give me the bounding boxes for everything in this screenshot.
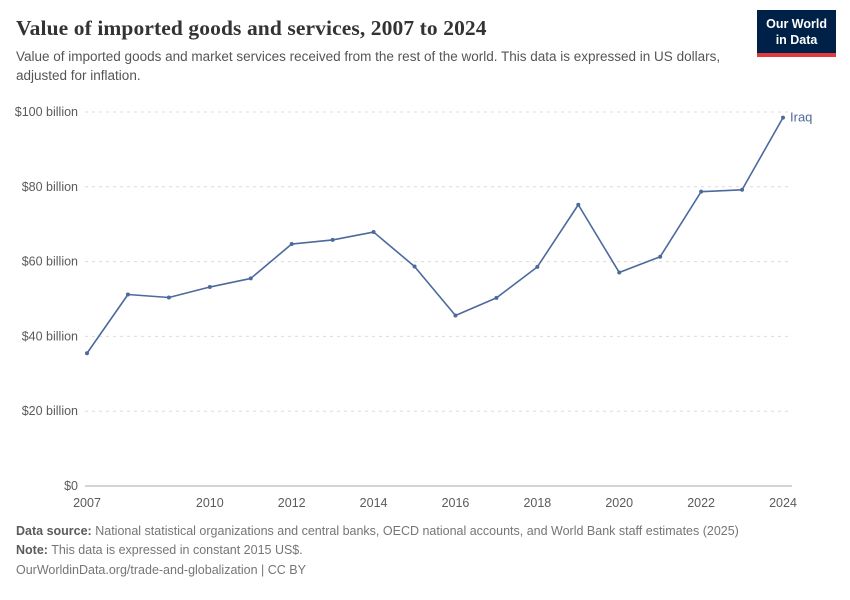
x-tick-label: 2007 <box>73 496 101 510</box>
x-tick-label: 2010 <box>196 496 224 510</box>
owid-logo-line1: Our World <box>766 17 827 31</box>
data-point[interactable] <box>535 264 540 269</box>
line-chart[interactable]: $0 $20 billion $40 billion $60 billion $80 b… <box>0 90 850 520</box>
owid-logo: Our World in Data <box>757 10 836 57</box>
y-tick-label: $100 billion <box>15 105 78 119</box>
x-tick-label: 2016 <box>442 496 470 510</box>
data-source-text: National statistical organizations and c… <box>95 523 739 538</box>
page-title: Value of imported goods and services, 20… <box>16 16 487 40</box>
footer: Data source: National statistical organi… <box>0 520 850 580</box>
x-tick-label: 2014 <box>360 496 388 510</box>
data-point[interactable] <box>330 237 335 242</box>
note-label: Note: <box>16 543 48 558</box>
x-tick-label: 2018 <box>523 496 551 510</box>
note-line: Note: This data is expressed in constant… <box>16 541 834 560</box>
x-tick-label: 2012 <box>278 496 306 510</box>
chart-area[interactable]: $0 $20 billion $40 billion $60 billion $80 b… <box>0 90 850 520</box>
series-label: Iraq <box>790 109 812 124</box>
y-tick-label: $40 billion <box>22 329 78 343</box>
data-source-line: Data source: National statistical organi… <box>16 522 834 541</box>
data-point[interactable] <box>412 264 417 269</box>
y-tick-label: $0 <box>64 479 78 493</box>
note-text: This data is expressed in constant 2015 … <box>51 543 303 558</box>
data-source-label: Data source: <box>16 523 92 538</box>
x-tick-label: 2020 <box>605 496 633 510</box>
citation-line: OurWorldinData.org/trade-and-globalizati… <box>16 562 306 577</box>
chart-header: Value of imported goods and services, 20… <box>0 0 850 86</box>
y-tick-label: $20 billion <box>22 404 78 418</box>
data-point[interactable] <box>453 313 458 318</box>
data-point[interactable] <box>248 276 253 281</box>
x-tick-label: 2022 <box>687 496 715 510</box>
data-point[interactable] <box>699 189 704 194</box>
data-point[interactable] <box>576 202 581 207</box>
iraq-line[interactable] <box>86 116 784 354</box>
chart-subtitle: Value of imported goods and market servi… <box>16 49 721 83</box>
data-point[interactable] <box>658 254 663 259</box>
data-point[interactable] <box>166 295 171 300</box>
data-point[interactable] <box>289 241 294 246</box>
owid-logo-line2: in Data <box>775 33 818 48</box>
data-point[interactable] <box>617 270 622 275</box>
data-point[interactable] <box>207 284 212 289</box>
data-point[interactable] <box>85 351 89 356</box>
data-point[interactable] <box>371 229 376 234</box>
data-point[interactable] <box>494 295 499 300</box>
data-point[interactable] <box>740 187 745 192</box>
x-tick-label: 2024 <box>769 496 797 510</box>
data-point[interactable] <box>781 115 785 120</box>
y-tick-label: $60 billion <box>22 254 78 268</box>
data-point[interactable] <box>125 292 130 297</box>
y-tick-label: $80 billion <box>22 180 78 194</box>
